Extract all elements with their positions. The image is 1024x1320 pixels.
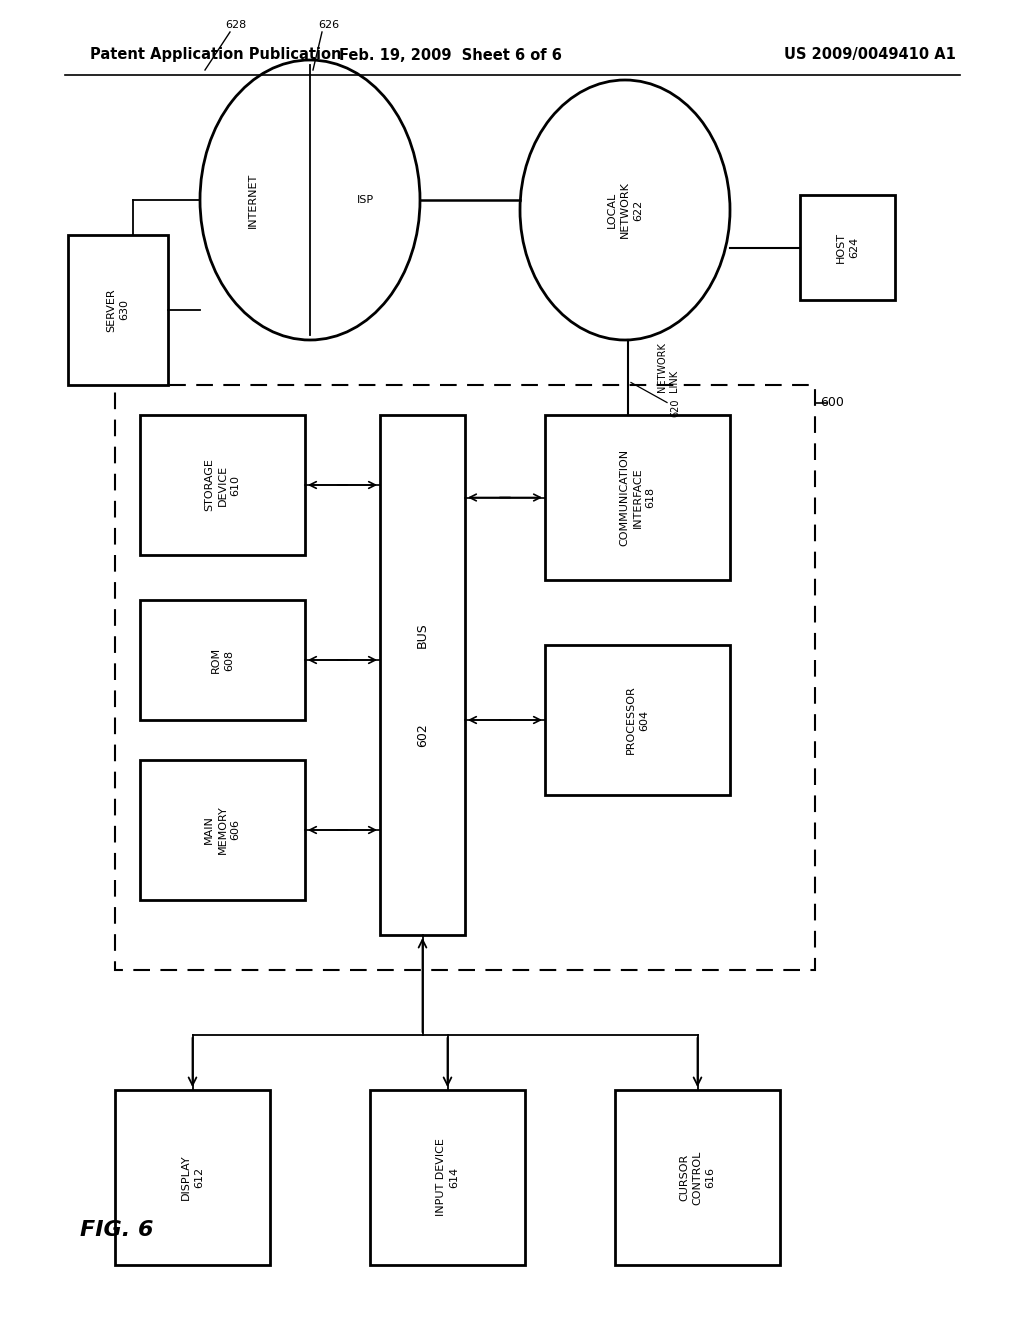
Text: Patent Application Publication: Patent Application Publication bbox=[90, 48, 341, 62]
Text: LOCAL
NETWORK
622: LOCAL NETWORK 622 bbox=[607, 182, 643, 239]
Text: 600: 600 bbox=[820, 396, 844, 409]
Bar bbox=[545, 414, 730, 579]
Bar bbox=[370, 1090, 525, 1265]
Bar bbox=[545, 645, 730, 795]
Text: ROM
608: ROM 608 bbox=[211, 647, 234, 673]
Text: BUS: BUS bbox=[416, 622, 429, 648]
Text: MAIN
MEMORY
606: MAIN MEMORY 606 bbox=[205, 805, 241, 854]
Bar bbox=[115, 385, 815, 970]
Text: INPUT DEVICE
614: INPUT DEVICE 614 bbox=[436, 1139, 459, 1217]
Ellipse shape bbox=[200, 59, 420, 341]
Bar bbox=[615, 1090, 780, 1265]
Text: SERVER
630: SERVER 630 bbox=[106, 288, 130, 331]
Text: 626: 626 bbox=[318, 20, 339, 30]
Ellipse shape bbox=[520, 81, 730, 341]
Text: 620: 620 bbox=[670, 399, 680, 417]
Bar bbox=[800, 195, 895, 300]
Bar bbox=[140, 601, 305, 719]
Text: COMMUNICATION
INTERFACE
618: COMMUNICATION INTERFACE 618 bbox=[620, 449, 655, 546]
Bar bbox=[140, 414, 305, 554]
Text: STORAGE
DEVICE
610: STORAGE DEVICE 610 bbox=[205, 458, 241, 511]
Text: HOST
624: HOST 624 bbox=[836, 232, 859, 263]
Text: 628: 628 bbox=[225, 20, 246, 30]
Text: PROCESSOR
604: PROCESSOR 604 bbox=[626, 685, 649, 754]
Bar bbox=[380, 414, 465, 935]
Text: FIG. 6: FIG. 6 bbox=[80, 1220, 154, 1239]
Bar bbox=[115, 1090, 270, 1265]
Bar bbox=[68, 235, 168, 385]
Text: Feb. 19, 2009  Sheet 6 of 6: Feb. 19, 2009 Sheet 6 of 6 bbox=[339, 48, 561, 62]
Text: CURSOR
CONTROL
616: CURSOR CONTROL 616 bbox=[679, 1150, 716, 1205]
Text: US 2009/0049410 A1: US 2009/0049410 A1 bbox=[784, 48, 956, 62]
Text: INTERNET: INTERNET bbox=[248, 173, 258, 227]
Text: 602: 602 bbox=[416, 723, 429, 747]
Text: NETWORK
LINK: NETWORK LINK bbox=[657, 343, 679, 392]
Text: ISP: ISP bbox=[356, 195, 374, 205]
Text: DISPLAY
612: DISPLAY 612 bbox=[181, 1155, 204, 1200]
Bar bbox=[140, 760, 305, 900]
